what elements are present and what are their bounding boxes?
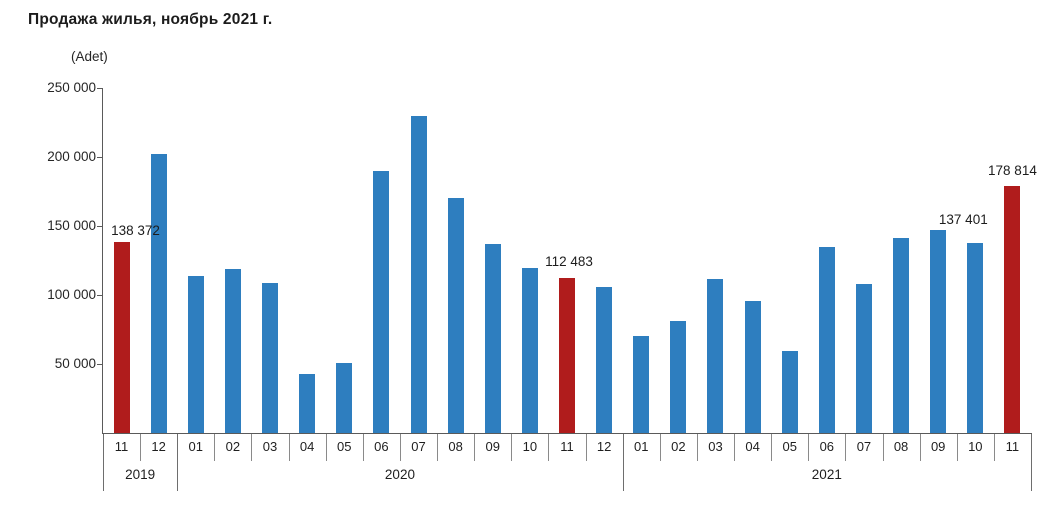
x-tick-label-2021-01: 01 <box>633 439 649 454</box>
bar-2020-05 <box>336 363 353 433</box>
month-separator <box>734 434 735 461</box>
month-separator <box>920 434 921 461</box>
bar-value-label-2019-11: 138 372 <box>111 223 160 238</box>
x-tick-label-2021-11: 11 <box>1005 439 1020 454</box>
bar-2020-11 <box>559 278 575 433</box>
bar-2021-07 <box>855 284 872 433</box>
bar-2020-06 <box>373 171 390 433</box>
bar-2021-02 <box>670 321 687 433</box>
bar-2021-06 <box>818 247 835 433</box>
x-tick-label-2021-03: 03 <box>708 439 723 454</box>
x-tick-label-2021-02: 02 <box>671 439 686 454</box>
month-separator <box>994 434 995 461</box>
bar-2020-01 <box>187 276 204 433</box>
bar-2021-10 <box>967 243 984 433</box>
bar-2020-02 <box>224 269 241 433</box>
x-tick-label-2020-07: 07 <box>411 439 426 454</box>
x-tick-label-2021-07: 07 <box>856 439 872 454</box>
bar-2020-07 <box>410 116 427 433</box>
year-boundary-line <box>103 434 104 491</box>
x-tick-label-2020-11: 11 <box>560 439 574 454</box>
month-separator <box>548 434 549 461</box>
bar-2020-08 <box>447 198 464 433</box>
x-tick-label-2020-10: 10 <box>522 439 538 454</box>
y-axis-tick-label: 200 000 <box>47 149 96 164</box>
bar-value-label-2020-11: 112 483 <box>545 254 593 269</box>
y-axis-tick-mark <box>97 364 103 365</box>
y-axis-tick-mark <box>97 295 103 296</box>
month-separator <box>437 434 438 461</box>
y-axis-units-label: (Adet) <box>71 49 108 64</box>
x-tick-label-2021-04: 04 <box>745 439 760 454</box>
y-axis-tick-label: 50 000 <box>54 356 96 371</box>
month-separator <box>289 434 290 461</box>
month-separator <box>697 434 698 461</box>
month-separator <box>400 434 401 461</box>
bar-2021-01 <box>633 336 650 433</box>
x-tick-label-2020-08: 08 <box>448 439 463 454</box>
bar-2021-08 <box>893 238 910 433</box>
month-separator <box>474 434 475 461</box>
bar-2020-09 <box>484 244 501 433</box>
plot-area <box>102 88 1032 434</box>
year-boundary-line <box>623 434 624 491</box>
month-separator <box>660 434 661 461</box>
bar-2021-11 <box>1004 186 1021 433</box>
bar-2021-05 <box>781 351 798 433</box>
month-separator <box>214 434 215 461</box>
bar-2021-04 <box>744 301 761 433</box>
x-tick-label-2020-04: 04 <box>299 439 315 454</box>
year-boundary-line <box>177 434 178 491</box>
month-separator <box>363 434 364 461</box>
x-tick-label-2020-12: 12 <box>596 439 612 454</box>
chart-title: Продажа жилья, ноябрь 2021 г. <box>28 11 273 28</box>
x-tick-label-2020-06: 06 <box>374 439 389 454</box>
year-boundary-line <box>1031 434 1032 491</box>
year-label-2020: 2020 <box>384 467 415 482</box>
x-tick-label-2019-11: 11 <box>114 439 129 454</box>
month-separator <box>140 434 141 461</box>
y-axis-tick-mark <box>97 157 103 158</box>
bar-2020-12 <box>596 287 613 433</box>
y-axis-tick-label: 100 000 <box>47 287 96 302</box>
month-separator <box>511 434 512 461</box>
y-axis-tick-mark <box>97 88 103 89</box>
x-tick-label-2020-05: 05 <box>337 439 352 454</box>
x-tick-label-2019-12: 12 <box>151 439 166 454</box>
bar-2019-11 <box>113 242 130 433</box>
x-tick-label-2021-10: 10 <box>968 439 983 454</box>
month-separator <box>771 434 772 461</box>
x-tick-label-2021-06: 06 <box>819 439 835 454</box>
month-separator <box>586 434 587 461</box>
x-tick-label-2020-03: 03 <box>262 439 278 454</box>
bar-2021-09 <box>930 230 947 433</box>
x-tick-label-2021-08: 08 <box>893 439 909 454</box>
x-tick-label-2021-09: 09 <box>930 439 946 454</box>
x-tick-label-2020-01: 01 <box>188 439 204 454</box>
month-separator <box>251 434 252 461</box>
month-separator <box>808 434 809 461</box>
bar-2021-03 <box>707 279 724 433</box>
month-separator <box>957 434 958 461</box>
bar-value-label-2021-11: 178 814 <box>988 163 1037 178</box>
bar-2020-04 <box>299 374 316 433</box>
x-tick-label-2021-05: 05 <box>782 439 797 454</box>
year-label-2019: 2019 <box>125 467 156 482</box>
bar-2019-12 <box>150 154 167 433</box>
month-separator <box>883 434 884 461</box>
year-label-2021: 2021 <box>811 467 842 482</box>
bar-value-label-2021-10: 137 401 <box>938 212 988 227</box>
y-axis-tick-mark <box>97 226 103 227</box>
y-axis-tick-label: 150 000 <box>47 218 96 233</box>
y-axis-tick-label: 250 000 <box>47 80 96 95</box>
bar-2020-10 <box>521 268 538 433</box>
x-tick-label-2020-09: 09 <box>485 439 500 454</box>
month-separator <box>326 434 327 461</box>
bar-2020-03 <box>262 283 279 433</box>
month-separator <box>845 434 846 461</box>
x-tick-label-2020-02: 02 <box>225 439 241 454</box>
